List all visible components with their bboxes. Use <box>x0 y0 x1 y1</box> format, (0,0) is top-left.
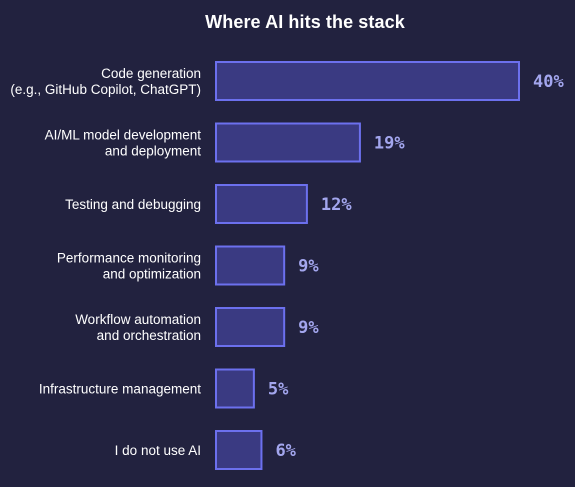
bar-4 <box>215 307 286 347</box>
value-label-0: 40% <box>533 72 564 92</box>
value-label-5: 5% <box>268 380 289 400</box>
category-label-2: Testing and debugging <box>65 197 201 212</box>
value-label-6: 6% <box>275 441 296 461</box>
value-label-4: 9% <box>298 318 319 338</box>
chart-title: Where AI hits the stack <box>205 12 405 32</box>
value-label-2: 12% <box>321 195 352 215</box>
value-label-3: 9% <box>298 257 319 277</box>
category-label-6: I do not use AI <box>115 443 201 458</box>
category-label-4: Workflow automation and orchestration <box>75 312 201 343</box>
category-label-1: AI/ML model development and deployment <box>45 128 202 159</box>
bar-5 <box>215 368 255 409</box>
bar-1 <box>215 122 361 163</box>
bar-0 <box>215 61 520 101</box>
bar-3 <box>215 245 286 286</box>
category-label-0: Code generation (e.g., GitHub Copilot, Ch… <box>10 66 201 97</box>
category-label-5: Infrastructure management <box>39 382 201 397</box>
value-label-1: 19% <box>374 134 405 154</box>
bar-2 <box>215 184 308 224</box>
category-label-3: Performance monitoring and optimization <box>57 251 201 282</box>
bar-6 <box>215 430 263 470</box>
